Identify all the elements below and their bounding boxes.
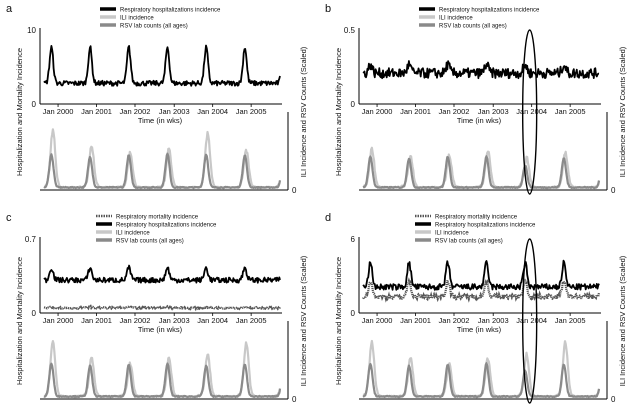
series-hospitalizations: [362, 259, 600, 291]
x-tick-label: Jan 2004: [516, 316, 547, 325]
series-mortality: [362, 277, 601, 303]
series-hospitalizations: [43, 264, 281, 284]
legend-label: Respiratory hospitalizations incidence: [120, 8, 221, 14]
y-axis-label-right: ILI Incidence and RSV Counts (Scaled): [618, 255, 627, 386]
x-tick-label: Jan 2003: [159, 107, 190, 116]
legend-label: ILI incidence: [439, 16, 473, 22]
legend-label: RSV lab counts (all ages): [435, 239, 503, 245]
x-tick-label: Jan 2001: [400, 107, 431, 116]
x-tick-label: Jan 2004: [197, 316, 228, 325]
y-axis-label-left: Hospitalization and Mortality Incidence: [334, 48, 343, 176]
x-axis-label: Time (in wks): [457, 116, 502, 125]
x-tick-label: Jan 2002: [439, 316, 470, 325]
panel-letter: b: [325, 3, 331, 15]
x-tick-label: Jan 2003: [478, 316, 509, 325]
x-tick-label: Jan 2000: [43, 107, 74, 116]
y-tick-top-max: 6: [351, 235, 356, 244]
series-ili: [362, 146, 601, 190]
legend-label: ILI incidence: [120, 16, 154, 22]
panel-b: b 0.5 0 0 Hospitalization and Mortality Inci…: [325, 3, 627, 195]
x-tick-label: Jan 2003: [159, 316, 190, 325]
legend-label: Respiratory hospitalizations incidence: [435, 223, 536, 229]
y-tick-top-min: 0: [32, 100, 37, 109]
y-tick-top-min: 0: [351, 309, 356, 318]
y-axis-label-left: Hospitalization and Mortality Incidence: [15, 257, 24, 385]
legend-label: Respiratory mortality incidence: [435, 215, 518, 221]
series-rsv: [362, 155, 601, 190]
legend-label: ILI incidence: [116, 231, 150, 237]
y-axis-label-right: ILI Incidence and RSV Counts (Scaled): [299, 255, 308, 386]
y-tick-top-max: 10: [27, 26, 36, 35]
x-tick-label: Jan 2005: [555, 316, 586, 325]
panel-a: a 10 0 0 Hospitalization and Mortality Incid…: [6, 3, 308, 195]
series-rsv: [43, 362, 282, 399]
y-tick-right-min: 0: [292, 395, 297, 404]
y-tick-right-min: 0: [611, 395, 616, 404]
x-axis-label: Time (in wks): [457, 325, 502, 334]
x-axis-label: Time (in wks): [138, 116, 183, 125]
x-tick-label: Jan 2001: [81, 316, 112, 325]
x-tick-label: Jan 2004: [197, 107, 228, 116]
x-tick-label: Jan 2000: [362, 316, 393, 325]
y-axis-label-right: ILI Incidence and RSV Counts (Scaled): [618, 46, 627, 177]
x-axis-label: Time (in wks): [138, 325, 183, 334]
panel-letter: a: [6, 3, 13, 15]
panel-d: d 6 0 0 Hospitalization and Mortality Incide…: [325, 212, 627, 404]
highlight-ellipse: [521, 238, 538, 404]
x-tick-label: Jan 2000: [362, 107, 393, 116]
y-tick-top-max: 0.7: [25, 235, 37, 244]
x-tick-label: Jan 2001: [400, 316, 431, 325]
y-tick-top-min: 0: [351, 100, 356, 109]
y-axis-label-left: Hospitalization and Mortality Incidence: [334, 257, 343, 385]
legend-label: Respiratory hospitalizations incidence: [116, 223, 217, 229]
y-tick-right-min: 0: [611, 186, 616, 195]
x-tick-label: Jan 2002: [120, 316, 151, 325]
panel-letter: d: [325, 212, 331, 224]
series-rsv: [43, 152, 282, 190]
y-axis-label-right: ILI Incidence and RSV Counts (Scaled): [299, 46, 308, 177]
series-mortality: [43, 303, 281, 312]
legend-label: Respiratory hospitalizations incidence: [439, 8, 540, 14]
x-tick-label: Jan 2005: [555, 107, 586, 116]
y-axis-label-left: Hospitalization and Mortality Incidence: [15, 48, 24, 176]
legend-label: RSV lab counts (all ages): [120, 24, 188, 30]
x-tick-label: Jan 2000: [43, 316, 74, 325]
highlight-ellipse: [521, 29, 538, 195]
x-tick-label: Jan 2004: [516, 107, 547, 116]
x-tick-label: Jan 2002: [439, 107, 470, 116]
series-hospitalizations: [362, 60, 600, 80]
y-tick-right-min: 0: [292, 186, 297, 195]
panel-letter: c: [6, 212, 12, 224]
panel-c: c 0.7 0 0 Hospitalization and Mortality Inci…: [6, 212, 308, 404]
x-tick-label: Jan 2005: [236, 316, 267, 325]
y-tick-top-min: 0: [32, 309, 37, 318]
x-tick-label: Jan 2001: [81, 107, 112, 116]
series-hospitalizations: [43, 44, 281, 87]
y-tick-top-max: 0.5: [344, 26, 356, 35]
legend-label: Respiratory mortality incidence: [116, 215, 199, 221]
x-tick-label: Jan 2005: [236, 107, 267, 116]
legend-label: RSV lab counts (all ages): [439, 24, 507, 30]
x-tick-label: Jan 2003: [478, 107, 509, 116]
x-tick-label: Jan 2002: [120, 107, 151, 116]
legend-label: RSV lab counts (all ages): [116, 239, 184, 245]
series-rsv: [362, 362, 601, 399]
legend-label: ILI incidence: [435, 231, 469, 237]
